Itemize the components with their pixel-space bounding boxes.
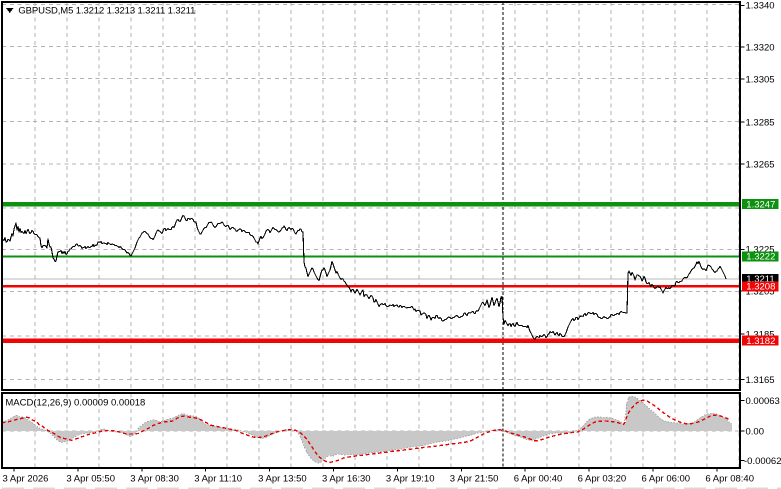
svg-text:6 Apr 08:40: 6 Apr 08:40 <box>705 473 754 484</box>
svg-text:3 Apr 05:50: 3 Apr 05:50 <box>66 473 115 484</box>
svg-text:3 Apr 16:30: 3 Apr 16:30 <box>322 473 371 484</box>
svg-text:1.3222: 1.3222 <box>746 252 775 263</box>
svg-text:1.3320: 1.3320 <box>746 42 775 53</box>
svg-text:GBPUSD,M5 1.3212 1.3213 1.321: GBPUSD,M5 1.3212 1.3213 1.3211 1.3211 <box>18 6 195 17</box>
svg-text:6 Apr 03:20: 6 Apr 03:20 <box>578 473 627 484</box>
svg-text:3 Apr 19:10: 3 Apr 19:10 <box>386 473 435 484</box>
svg-text:1.3205: 1.3205 <box>746 286 775 297</box>
svg-text:3 Apr 08:30: 3 Apr 08:30 <box>130 473 179 484</box>
svg-text:1.3305: 1.3305 <box>746 74 775 85</box>
svg-text:0.00063: 0.00063 <box>746 396 780 407</box>
svg-text:3 Apr 11:10: 3 Apr 11:10 <box>194 473 242 484</box>
svg-text:1.3185: 1.3185 <box>746 329 775 340</box>
svg-text:6 Apr 06:00: 6 Apr 06:00 <box>642 473 691 484</box>
svg-text:1.3247: 1.3247 <box>746 199 775 210</box>
svg-text:3 Apr 13:50: 3 Apr 13:50 <box>258 473 307 484</box>
svg-text:1.3208: 1.3208 <box>746 282 775 293</box>
svg-text:MACD(12,26,9) 0.00009 0.00018: MACD(12,26,9) 0.00009 0.00018 <box>5 398 145 409</box>
svg-text:1.3285: 1.3285 <box>746 117 775 128</box>
svg-text:1.3182: 1.3182 <box>746 336 775 347</box>
svg-text:1.3165: 1.3165 <box>746 375 775 386</box>
svg-text:6 Apr 00:40: 6 Apr 00:40 <box>514 473 563 484</box>
svg-text:0.00: 0.00 <box>746 426 765 437</box>
svg-text:1.3211: 1.3211 <box>746 274 774 285</box>
svg-text:1.3225: 1.3225 <box>746 245 775 256</box>
svg-text:1.3265: 1.3265 <box>746 159 775 170</box>
svg-text:3 Apr 21:50: 3 Apr 21:50 <box>450 473 499 484</box>
svg-text:3 Apr 2026: 3 Apr 2026 <box>3 473 49 484</box>
svg-text:1.3340: 1.3340 <box>746 1 775 12</box>
svg-text:-0.00062: -0.00062 <box>744 456 781 467</box>
